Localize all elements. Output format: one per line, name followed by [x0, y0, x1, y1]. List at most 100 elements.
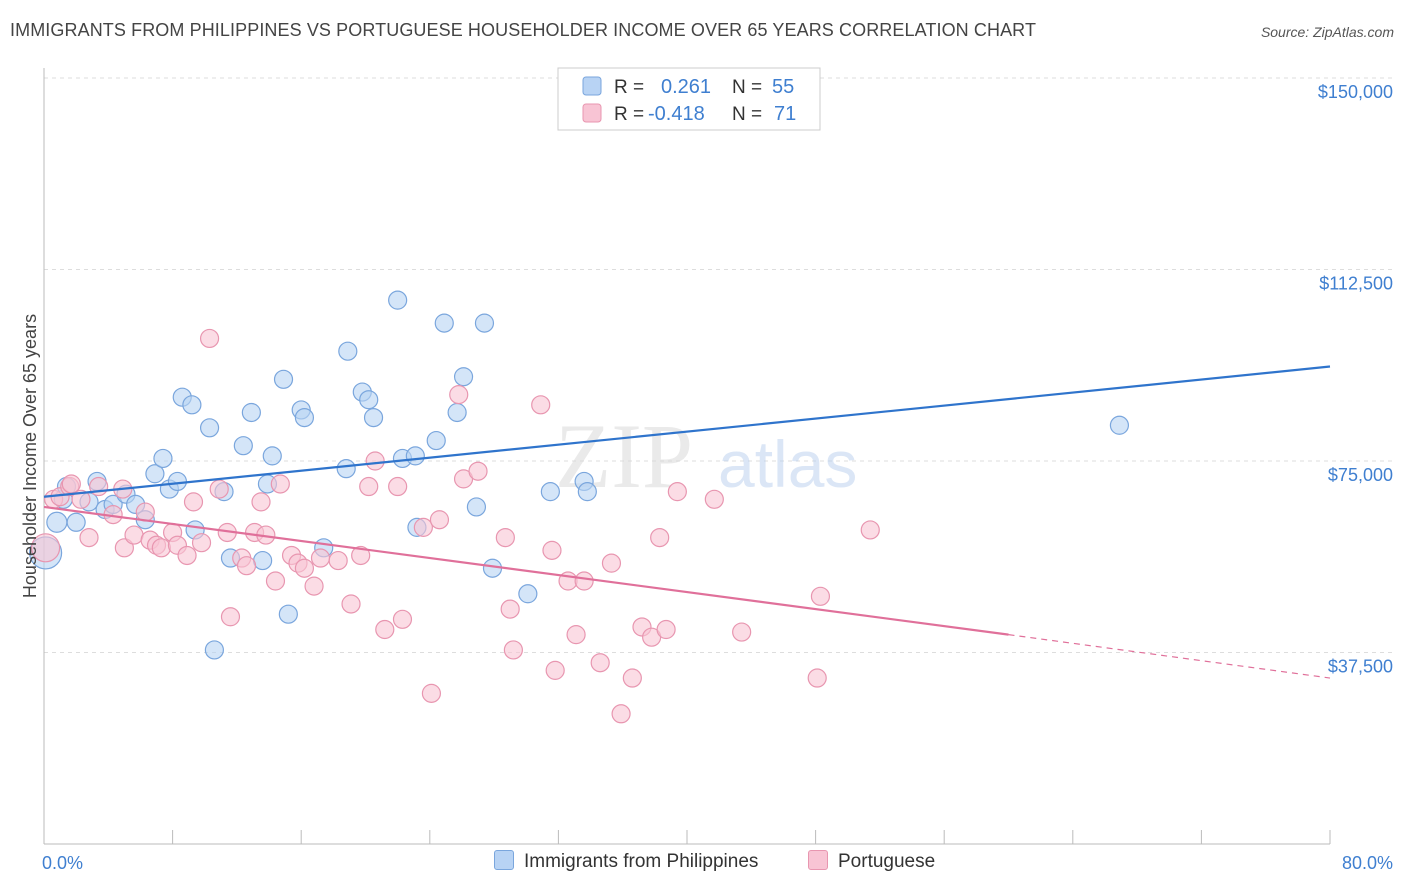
portuguese-point [135, 502, 155, 522]
portuguese-point [421, 683, 442, 703]
portuguese-point [251, 492, 271, 512]
philippines-point [453, 367, 474, 387]
philippines-point [241, 402, 261, 423]
legend-n-label-1: N = [732, 77, 762, 98]
legend-swatch-portuguese [808, 850, 828, 870]
philippines-point [336, 459, 356, 479]
portuguese-point [351, 545, 371, 566]
philippines-point [474, 313, 495, 333]
legend-r-label-1: R = [614, 77, 644, 98]
philippines-point [1109, 415, 1130, 435]
philippines-point [199, 418, 220, 438]
portuguese-point [304, 576, 324, 596]
portuguese-point [810, 586, 831, 606]
portuguese-point [359, 476, 379, 497]
portuguese-point [545, 660, 565, 680]
portuguese-point [310, 548, 331, 568]
chart-title: IMMIGRANTS FROM PHILIPPINES VS PORTUGUES… [10, 20, 1037, 40]
portuguese-point [392, 609, 413, 629]
philippines-point [359, 390, 379, 410]
philippines-point [363, 407, 384, 428]
portuguese-point [199, 328, 220, 349]
philippines-point [338, 341, 358, 361]
legend-r-value-2: -0.418 [648, 103, 705, 125]
portuguese-point [667, 482, 687, 502]
x-tick-label-end: 80.0% [1342, 853, 1393, 873]
philippines-point [278, 604, 298, 624]
portuguese-trend-extension [1008, 634, 1331, 679]
philippines-point [273, 369, 294, 389]
y-tick-label: $112,500 [1319, 274, 1393, 294]
philippines-point [253, 550, 273, 571]
portuguese-point [209, 479, 229, 499]
portuguese-point [183, 492, 204, 512]
portuguese-point [151, 538, 171, 558]
portuguese-point [531, 395, 551, 415]
legend-swatch-blue [582, 76, 602, 96]
legend-r-value-1: 0.261 [661, 76, 711, 98]
portuguese-point [61, 474, 81, 494]
portuguese-point [590, 653, 610, 673]
portuguese-point [388, 476, 408, 497]
portuguese-point [79, 527, 99, 548]
philippines-point [145, 464, 165, 484]
portuguese-trend-line [43, 505, 1009, 636]
portuguese-point [574, 571, 594, 591]
portuguese-point [503, 640, 523, 660]
philippines-point [577, 482, 597, 502]
legend-swatch-pink [582, 103, 602, 123]
philippines-point [518, 584, 538, 604]
philippines-point [204, 640, 224, 660]
philippines-point [405, 446, 425, 466]
portuguese-point [220, 607, 241, 627]
philippines-point [167, 471, 188, 492]
legend-label-philippines: Immigrants from Philippines [524, 851, 759, 872]
legend-item-portuguese[interactable]: Portuguese [808, 850, 935, 873]
portuguese-point [294, 558, 315, 578]
x-tick-label-start: 0.0% [42, 853, 83, 873]
portuguese-point [500, 599, 520, 619]
portuguese-point [622, 668, 642, 688]
portuguese-point [650, 527, 670, 548]
portuguese-point [328, 550, 348, 571]
portuguese-point [236, 556, 257, 576]
portuguese-point [860, 520, 880, 540]
portuguese-point [704, 489, 724, 509]
philippines-point [540, 482, 560, 502]
portuguese-point [31, 533, 61, 563]
philippines-point [46, 511, 68, 533]
portuguese-point [124, 525, 144, 545]
y-axis-label: Householder Income Over 65 years [20, 314, 40, 598]
philippines-point [66, 512, 86, 532]
philippines-point [426, 430, 446, 451]
points-layer [29, 290, 1130, 724]
portuguese-point [375, 619, 395, 640]
portuguese-point [365, 451, 385, 471]
legend-r-label-2: R = [614, 104, 644, 125]
y-tick-label: $75,000 [1328, 465, 1393, 485]
y-tick-label: $37,500 [1328, 657, 1393, 677]
philippines-point [233, 436, 253, 456]
chart-source: Source: ZipAtlas.com [1260, 24, 1394, 40]
legend-item-philippines[interactable]: Immigrants from Philippines [494, 850, 758, 873]
philippines-point [447, 402, 467, 423]
philippines-point [294, 407, 315, 428]
correlation-legend: R = 0.261 N = 55 R = -0.418 N = 71 [557, 67, 821, 131]
legend-n-value-1: 55 [772, 76, 794, 98]
portuguese-point [611, 704, 631, 724]
watermark-atlas: atlas [718, 427, 857, 501]
portuguese-point [429, 510, 450, 530]
portuguese-point [732, 622, 752, 642]
philippines-trend-line [43, 365, 1331, 498]
legend-label-portuguese: Portuguese [838, 851, 936, 872]
portuguese-point [71, 489, 91, 509]
trend-layer [43, 365, 1331, 679]
axis-layer: $37,500 $75,000 $112,500 $150,000 [43, 68, 1393, 845]
philippines-point [262, 446, 282, 466]
philippines-point [434, 313, 454, 333]
portuguese-point [270, 474, 290, 494]
portuguese-point [114, 538, 134, 558]
y-tick-label: $150,000 [1318, 82, 1393, 102]
portuguese-point [177, 545, 197, 566]
portuguese-point [601, 553, 622, 573]
